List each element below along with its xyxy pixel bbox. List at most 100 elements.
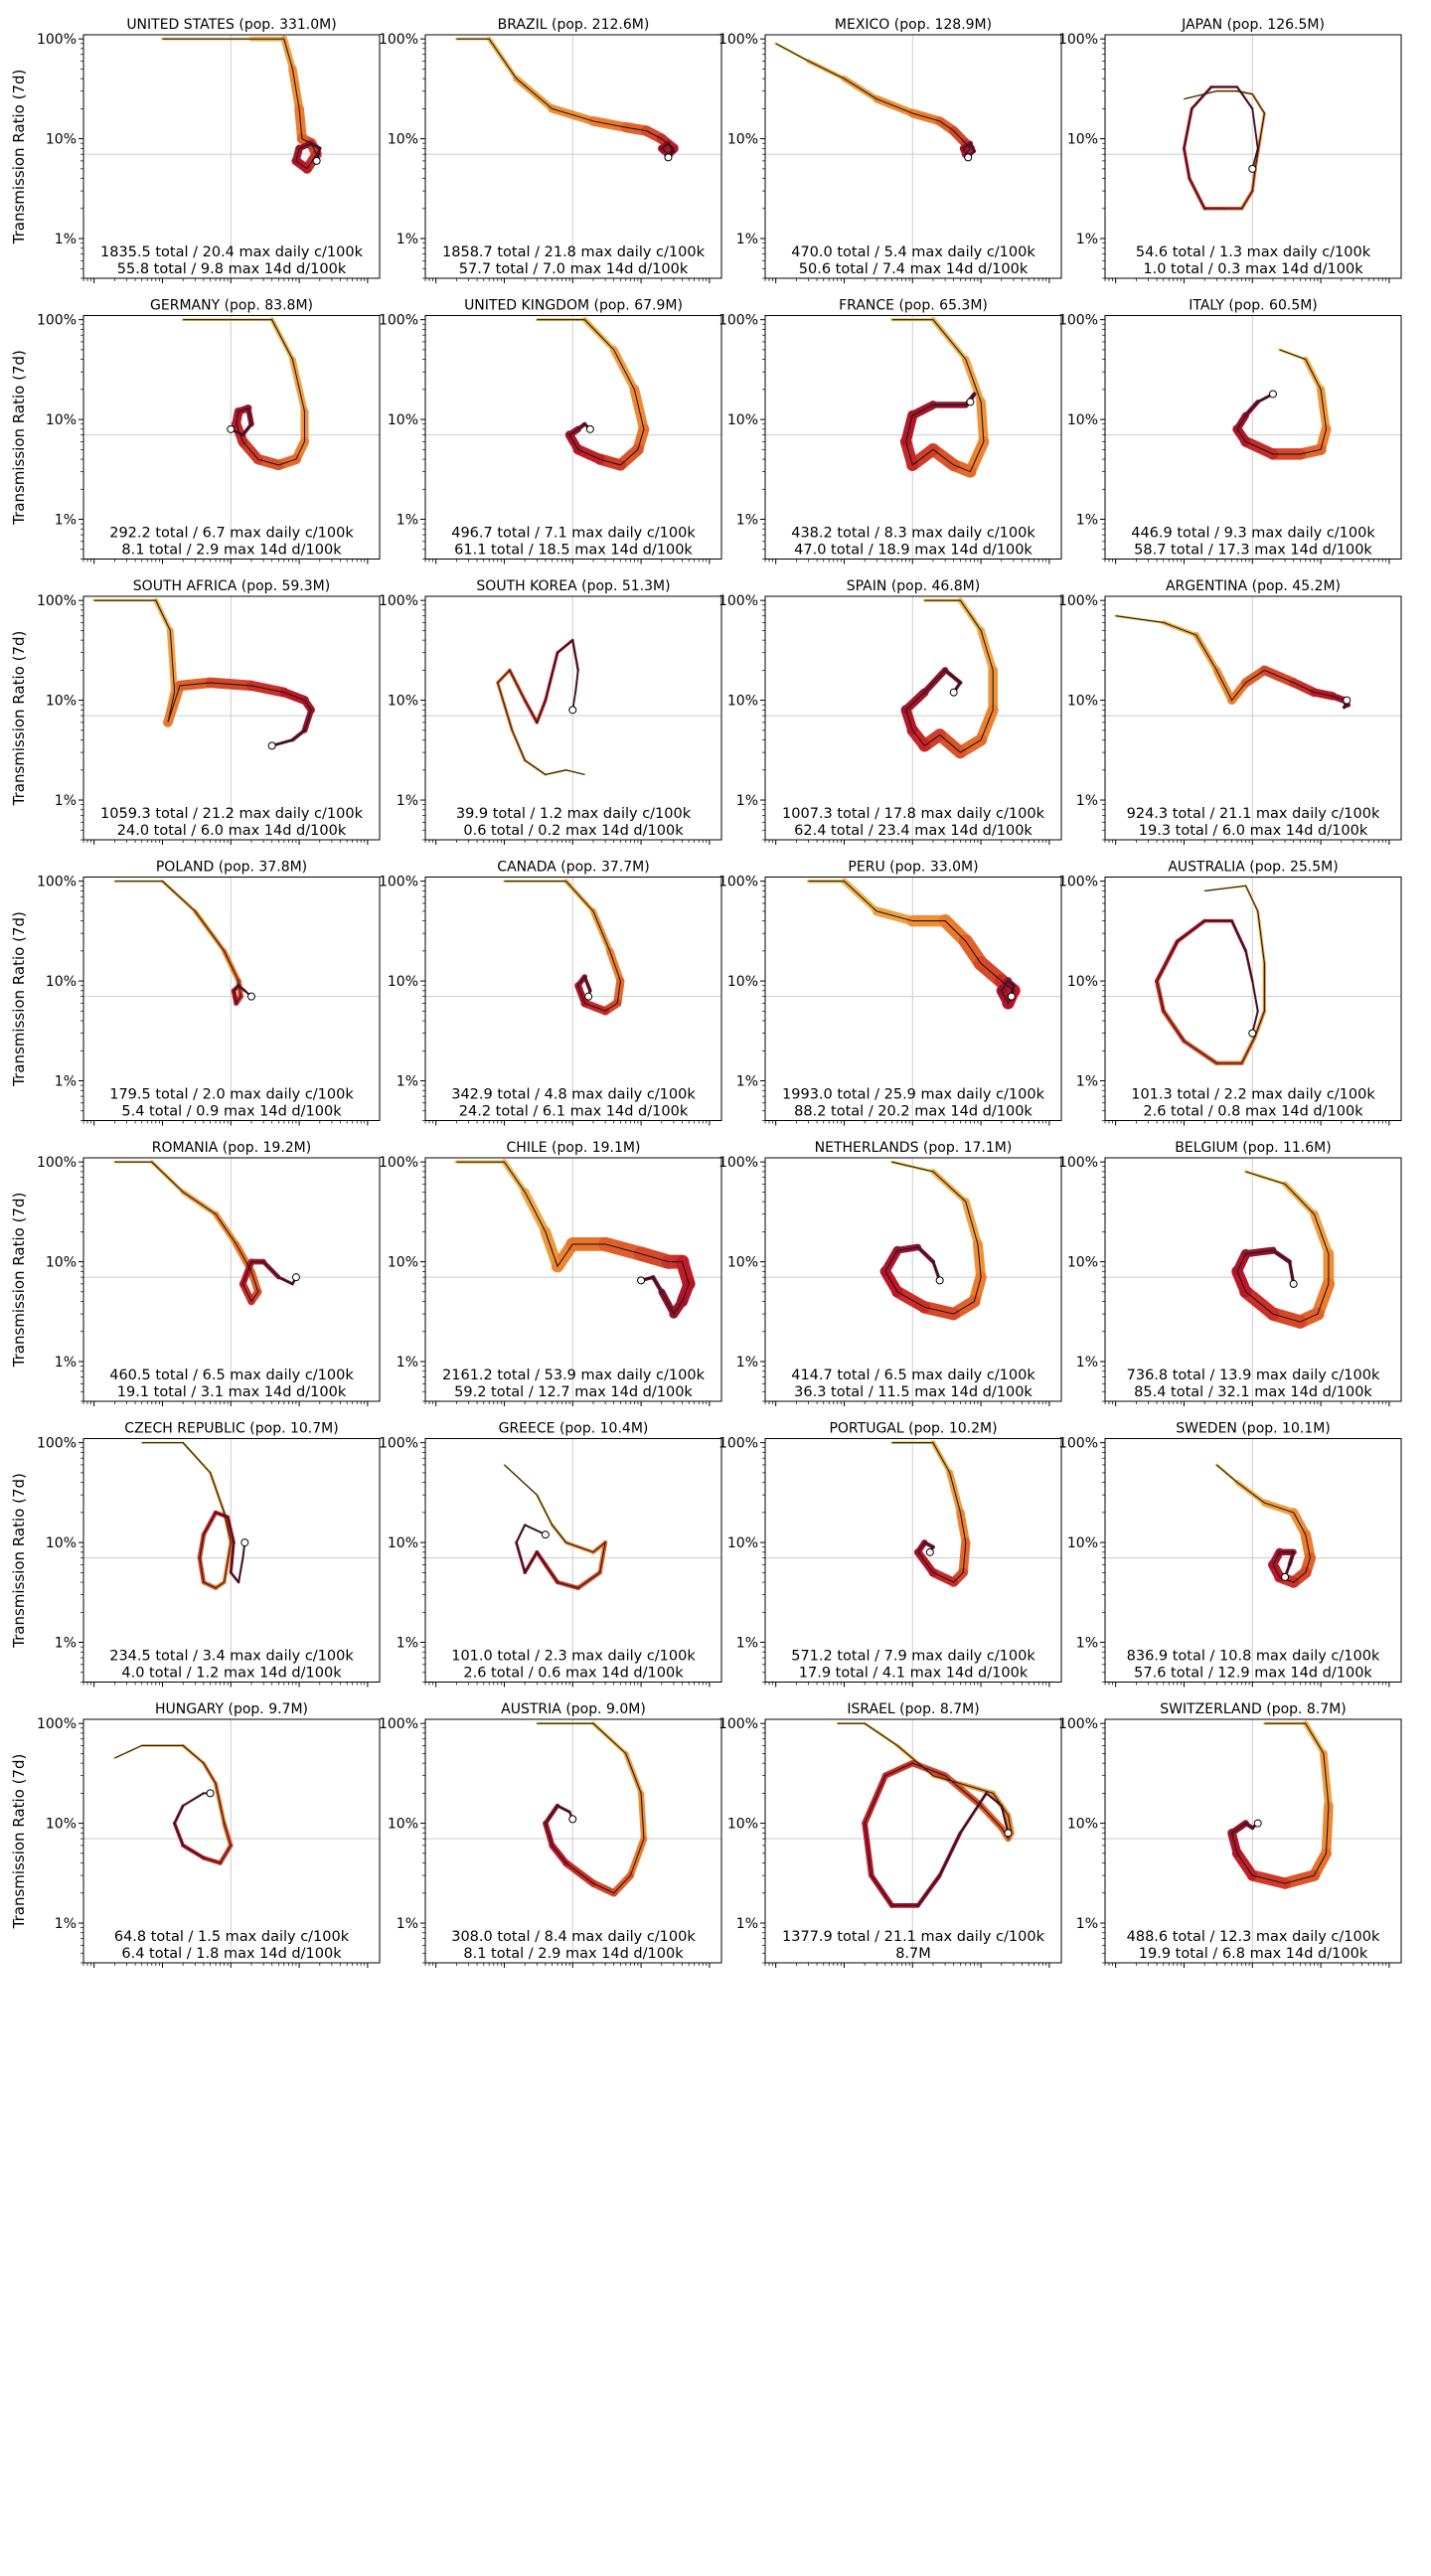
y-axis-label: Transmission Ratio (7d) xyxy=(10,70,28,245)
trajectory xyxy=(890,1440,971,1587)
y-tick-label: 100% xyxy=(37,313,77,329)
trajectory xyxy=(1154,885,1267,1066)
current-point xyxy=(1004,1829,1013,1838)
trajectory xyxy=(113,1743,234,1865)
trajectory xyxy=(900,597,999,759)
y-axis-label: Transmission Ratio (7d) xyxy=(10,1754,28,1930)
panel-title: SWITZERLAND (pop. 8.7M) xyxy=(1160,1701,1346,1717)
current-point xyxy=(935,1276,944,1285)
trajectory-line xyxy=(456,1161,690,1316)
axes-frame xyxy=(424,877,722,1121)
panel-stat-cases: 234.5 total / 3.4 max daily c/100k xyxy=(109,1649,354,1665)
y-tick-label: 1% xyxy=(397,513,418,529)
y-tick-label: 1% xyxy=(1076,232,1098,247)
y-tick-label: 1% xyxy=(736,793,758,809)
panel-stat-deaths: 59.2 total / 12.7 max 14d d/100k xyxy=(454,1384,693,1400)
panel-stat-cases: 438.2 total / 8.3 max daily c/100k xyxy=(791,526,1035,542)
current-point xyxy=(966,398,975,406)
y-tick-label: 100% xyxy=(1058,1716,1098,1732)
current-point xyxy=(949,688,958,697)
trajectory xyxy=(1214,1463,1317,1588)
panel: 1% 10% 100% MEXICO (pop. 128.9M) 470.0 total… xyxy=(718,17,1062,283)
axes-frame xyxy=(82,595,381,841)
panel-stat-deaths: 19.1 total / 3.1 max 14d d/100k xyxy=(117,1384,347,1400)
y-axis-label: Transmission Ratio (7d) xyxy=(10,1473,28,1649)
y-tick-label: 100% xyxy=(37,32,77,48)
y-tick-label: 100% xyxy=(379,1155,418,1171)
panel-stat-deaths: 6.4 total / 1.8 max 14d d/100k xyxy=(121,1946,342,1962)
y-tick-label: 100% xyxy=(37,1716,77,1732)
panel-stat-cases: 460.5 total / 6.5 max daily c/100k xyxy=(109,1368,354,1383)
panel-stat-cases: 39.9 total / 1.2 max daily c/100k xyxy=(456,806,692,822)
y-tick-label: 1% xyxy=(55,1074,77,1090)
trajectory-line xyxy=(141,1442,245,1589)
y-axis-label: Transmission Ratio (7d) xyxy=(10,350,28,526)
trajectory-line xyxy=(183,319,306,466)
axes-frame xyxy=(1104,877,1402,1121)
panel-stat-cases: 414.7 total / 6.5 max daily c/100k xyxy=(791,1368,1035,1383)
panel-title: POLAND (pop. 37.8M) xyxy=(156,860,307,876)
panel-stat-cases: 1007.3 total / 17.8 max daily c/100k xyxy=(782,806,1045,822)
panel-title: NETHERLANDS (pop. 17.1M) xyxy=(815,1140,1013,1156)
panel-stat-cases: 1858.7 total / 21.8 max daily c/100k xyxy=(442,244,706,260)
panel-stat-cases: 470.0 total / 5.4 max daily c/100k xyxy=(791,244,1035,260)
trajectory-line xyxy=(114,1744,232,1864)
panel: 1% 10% 100% UNITED STATES (pop. 331.0M) 1835… xyxy=(10,17,381,283)
panel: 1% 10% 100% JAPAN (pop. 126.5M) 54.6 total /… xyxy=(1058,17,1402,283)
y-tick-label: 100% xyxy=(1058,1436,1098,1452)
current-point xyxy=(312,156,321,165)
y-tick-label: 10% xyxy=(388,974,418,990)
panel-title: CHILE (pop. 19.1M) xyxy=(507,1140,641,1156)
y-tick-label: 10% xyxy=(46,1535,77,1551)
axes-frame xyxy=(424,34,722,279)
y-tick-label: 10% xyxy=(1067,1535,1098,1551)
trajectory-line xyxy=(537,319,645,466)
panel-title: UNITED STATES (pop. 331.0M) xyxy=(126,17,336,33)
y-tick-label: 100% xyxy=(1058,1155,1098,1171)
trajectory-line xyxy=(904,599,994,753)
panel-stat-cases: 64.8 total / 1.5 max daily c/100k xyxy=(114,1929,350,1945)
panel-stat-deaths: 61.1 total / 18.5 max 14d d/100k xyxy=(454,543,693,559)
y-tick-label: 10% xyxy=(46,1255,77,1271)
current-point xyxy=(1248,1029,1257,1038)
y-tick-label: 100% xyxy=(718,1436,758,1452)
y-tick-label: 100% xyxy=(37,875,77,890)
y-tick-label: 10% xyxy=(388,694,418,710)
panel: 1% 10% 100% GERMANY (pop. 83.8M) 292.2 total… xyxy=(10,298,381,564)
current-point xyxy=(925,1547,934,1556)
y-tick-label: 10% xyxy=(727,694,758,710)
trajectory-line xyxy=(808,881,1015,1005)
current-point xyxy=(1248,164,1257,173)
trajectory-line xyxy=(837,1722,1013,1906)
y-tick-label: 1% xyxy=(397,1636,418,1652)
panel-stat-cases: 179.5 total / 2.0 max daily c/100k xyxy=(109,1087,354,1103)
panel: 1% 10% 100% CZECH REPUBLIC (pop. 10.7M) 234.… xyxy=(10,1421,381,1688)
panel-stat-deaths: 1.0 total / 0.3 max 14d d/100k xyxy=(1143,261,1363,277)
current-point xyxy=(1289,1279,1298,1288)
y-tick-label: 10% xyxy=(1067,694,1098,710)
y-tick-label: 1% xyxy=(736,1636,758,1652)
panel-stat-deaths: 4.0 total / 1.2 max 14d d/100k xyxy=(121,1666,342,1682)
current-point xyxy=(1007,992,1016,1001)
panel-stat-deaths: 36.3 total / 11.5 max 14d d/100k xyxy=(794,1384,1033,1400)
current-point xyxy=(246,992,255,1001)
panel-stat-cases: 496.7 total / 7.1 max daily c/100k xyxy=(451,526,696,542)
y-tick-label: 1% xyxy=(55,1355,77,1370)
y-tick-label: 100% xyxy=(718,1155,758,1171)
current-point xyxy=(541,1530,550,1539)
panel-title: GREECE (pop. 10.4M) xyxy=(499,1421,649,1437)
panel-stat-deaths: 19.3 total / 6.0 max 14d d/100k xyxy=(1139,823,1368,839)
panel-stat-deaths: 55.8 total / 9.8 max 14d d/100k xyxy=(117,261,347,277)
panel-stat-cases: 571.2 total / 7.9 max daily c/100k xyxy=(791,1649,1035,1665)
panel: 1% 10% 100% SOUTH AFRICA (pop. 59.3M) 1059.3… xyxy=(10,578,381,845)
y-tick-label: 100% xyxy=(1058,593,1098,609)
trajectory xyxy=(1231,1170,1336,1329)
current-point xyxy=(227,424,236,433)
current-point xyxy=(584,992,593,1001)
trajectory xyxy=(503,1463,608,1591)
panel-stat-deaths: 5.4 total / 0.9 max 14d d/100k xyxy=(121,1104,342,1120)
current-point xyxy=(240,1538,249,1547)
trajectory-line xyxy=(1236,349,1328,455)
panel-stat-deaths: 62.4 total / 23.4 max 14d d/100k xyxy=(794,823,1033,839)
